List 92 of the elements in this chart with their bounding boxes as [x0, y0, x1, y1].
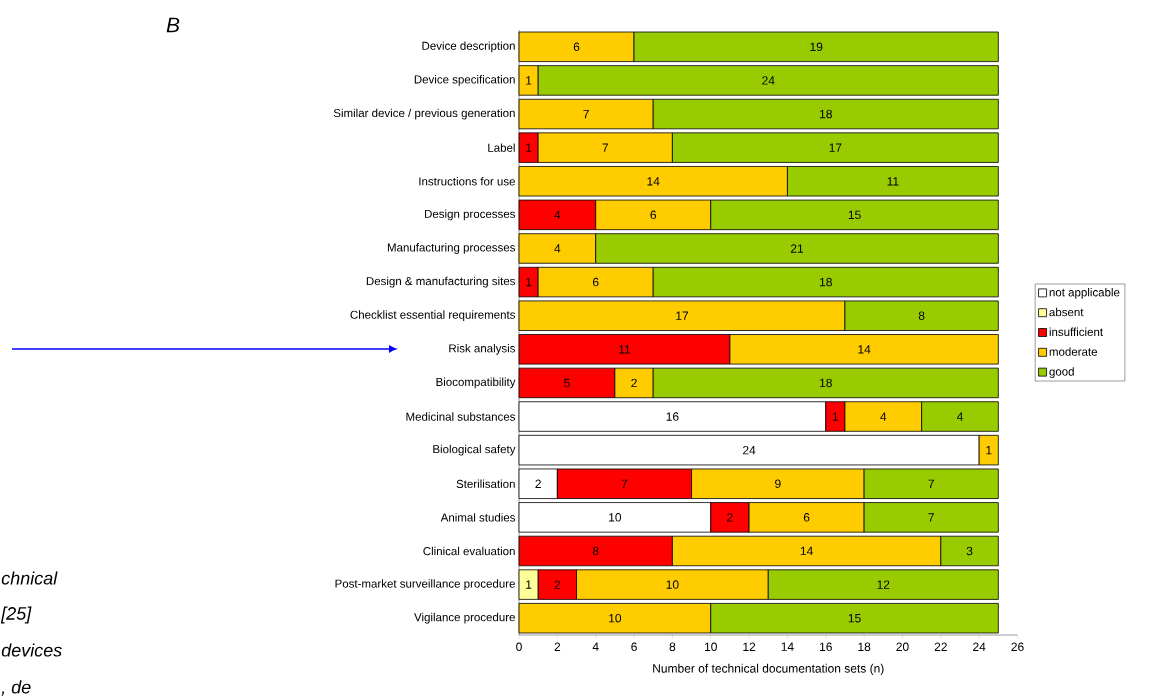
- y-tick-label: Checklist essential requirements: [350, 310, 516, 322]
- data-label: 1: [526, 277, 532, 287]
- y-tick-label: Device description: [422, 41, 515, 53]
- data-label: 4: [956, 412, 963, 421]
- data-label: 1: [526, 580, 532, 589]
- x-tick-label: 0: [516, 642, 522, 652]
- data-label: 7: [928, 479, 934, 488]
- y-tick-label: Vigilance procedure: [414, 612, 515, 624]
- data-label: 1: [526, 76, 532, 85]
- y-tick-label: Animal studies: [440, 513, 516, 522]
- y-tick-label: Post-market surveillance procedure: [335, 579, 515, 590]
- x-tick-label: 24: [973, 642, 986, 651]
- data-label: 18: [820, 277, 832, 287]
- data-label: 1: [832, 412, 839, 421]
- y-tick-label: Biological safety: [433, 444, 516, 456]
- data-label: 8: [918, 311, 925, 320]
- data-label: 6: [803, 513, 810, 522]
- x-axis-title: Number of technical documentation sets (n): [653, 663, 884, 676]
- data-label: 6: [592, 277, 599, 287]
- data-label: 14: [800, 546, 813, 556]
- text: , de: [1, 680, 31, 696]
- y-tick-label: Risk analysis: [449, 343, 516, 355]
- x-tick-label: 16: [820, 642, 832, 652]
- text: chnical: [1, 571, 58, 585]
- data-label: 7: [602, 143, 609, 152]
- y-tick-label: Similar device / previous generation: [333, 108, 515, 120]
- data-label: 1: [986, 446, 992, 455]
- x-tick-label: 4: [592, 642, 599, 651]
- data-label: 15: [848, 614, 861, 623]
- data-label: 3: [966, 546, 973, 556]
- legend-label: absent: [1049, 307, 1084, 317]
- data-label: 16: [666, 412, 679, 421]
- y-tick-label: Instructions for use: [419, 177, 515, 186]
- data-label: 10: [666, 580, 679, 589]
- y-tick-label: Manufacturing processes: [387, 243, 516, 254]
- x-tick-label: 2: [554, 642, 561, 651]
- x-tick-label: 10: [704, 642, 717, 652]
- legend-label: not applicable: [1049, 287, 1120, 299]
- data-label: 24: [743, 445, 756, 455]
- data-label: 14: [647, 177, 660, 186]
- x-tick-label: 20: [896, 642, 909, 652]
- x-tick-label: 12: [743, 642, 756, 651]
- data-label: 9: [775, 479, 781, 489]
- x-tick-label: 6: [631, 642, 637, 652]
- data-label: 11: [887, 177, 899, 186]
- y-tick-label: Biocompatibility: [436, 377, 516, 389]
- data-label: 10: [609, 613, 622, 623]
- data-label: 15: [848, 210, 861, 220]
- data-label: 2: [535, 479, 541, 488]
- data-label: 24: [762, 76, 775, 85]
- text: [25]: [0, 606, 32, 624]
- data-label: 7: [928, 513, 934, 522]
- x-tick-label: 22: [934, 642, 947, 651]
- data-label: 4: [554, 244, 561, 253]
- legend-label: moderate: [1049, 347, 1098, 356]
- data-label: 18: [820, 109, 832, 119]
- data-label: 6: [573, 42, 580, 52]
- y-tick-label: Sterilisation: [456, 479, 515, 488]
- data-label: 18: [820, 378, 832, 388]
- y-tick-label: Design & manufacturing sites: [366, 276, 516, 288]
- data-label: 6: [650, 210, 657, 220]
- data-label: 7: [583, 109, 589, 119]
- x-tick-label: 14: [781, 642, 794, 651]
- data-label: 8: [592, 546, 599, 556]
- x-tick-label: 8: [669, 642, 676, 652]
- data-label: 7: [621, 479, 628, 488]
- data-label: 2: [554, 580, 561, 589]
- data-label: 2: [631, 378, 637, 388]
- data-label: 5: [564, 378, 570, 388]
- data-label: 21: [790, 244, 804, 253]
- legend-label: good: [1049, 367, 1074, 378]
- y-tick-label: Design processes: [425, 209, 516, 221]
- data-label: 17: [829, 143, 842, 152]
- y-tick-label: Device specification: [414, 75, 515, 86]
- data-label: 11: [619, 345, 631, 354]
- data-label: 2: [727, 513, 733, 522]
- y-tick-label: Medicinal substances: [406, 412, 516, 421]
- text: B: [166, 17, 180, 33]
- data-label: 12: [877, 580, 890, 589]
- data-label: 1: [526, 143, 532, 152]
- data-label: 4: [554, 210, 561, 219]
- data-label: 17: [676, 311, 689, 320]
- x-tick-label: 26: [1011, 642, 1024, 652]
- text: devices: [1, 643, 62, 657]
- legend-label: insufficient: [1049, 327, 1103, 337]
- data-label: 14: [858, 345, 871, 354]
- x-tick-label: 18: [858, 642, 871, 652]
- data-label: 4: [880, 412, 887, 421]
- y-tick-label: Label: [488, 143, 515, 152]
- y-tick-label: Clinical evaluation: [423, 546, 515, 556]
- data-label: 10: [609, 513, 622, 522]
- data-label: 19: [810, 42, 823, 52]
